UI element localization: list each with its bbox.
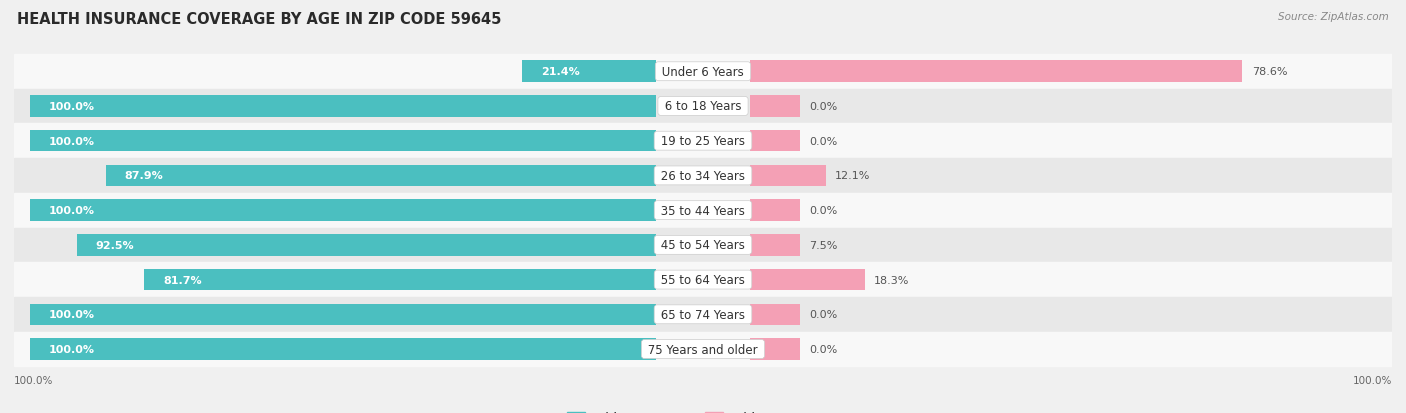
Text: Source: ZipAtlas.com: Source: ZipAtlas.com bbox=[1278, 12, 1389, 22]
Text: 100.0%: 100.0% bbox=[14, 375, 53, 385]
Text: 12.1%: 12.1% bbox=[835, 171, 870, 181]
Bar bbox=[105, 165, 657, 187]
Text: 35 to 44 Years: 35 to 44 Years bbox=[657, 204, 749, 217]
Text: 26 to 34 Years: 26 to 34 Years bbox=[657, 169, 749, 183]
Text: 87.9%: 87.9% bbox=[124, 171, 163, 181]
Bar bbox=[749, 96, 800, 117]
Text: 45 to 54 Years: 45 to 54 Years bbox=[657, 239, 749, 252]
Bar bbox=[749, 165, 825, 187]
Bar bbox=[522, 62, 657, 83]
Text: 21.4%: 21.4% bbox=[541, 67, 579, 77]
Text: 19 to 25 Years: 19 to 25 Years bbox=[657, 135, 749, 148]
Text: 100.0%: 100.0% bbox=[48, 310, 94, 320]
Bar bbox=[749, 62, 1243, 83]
Text: 75 Years and older: 75 Years and older bbox=[644, 343, 762, 356]
Bar bbox=[14, 159, 1392, 193]
Legend: With Coverage, Without Coverage: With Coverage, Without Coverage bbox=[567, 411, 839, 413]
Text: 0.0%: 0.0% bbox=[810, 344, 838, 354]
Bar bbox=[14, 89, 1392, 124]
Text: 18.3%: 18.3% bbox=[875, 275, 910, 285]
Bar bbox=[14, 124, 1392, 159]
Text: 100.0%: 100.0% bbox=[1353, 375, 1392, 385]
Bar bbox=[30, 131, 657, 152]
Text: 0.0%: 0.0% bbox=[810, 206, 838, 216]
Bar bbox=[14, 332, 1392, 366]
Bar bbox=[749, 235, 800, 256]
Bar bbox=[749, 200, 800, 221]
Text: 100.0%: 100.0% bbox=[48, 344, 94, 354]
Text: 100.0%: 100.0% bbox=[48, 206, 94, 216]
Text: 92.5%: 92.5% bbox=[96, 240, 134, 250]
Bar bbox=[14, 55, 1392, 89]
Text: 0.0%: 0.0% bbox=[810, 310, 838, 320]
Text: 0.0%: 0.0% bbox=[810, 102, 838, 112]
Bar bbox=[77, 235, 657, 256]
Bar bbox=[30, 338, 657, 360]
Bar bbox=[14, 297, 1392, 332]
Text: 100.0%: 100.0% bbox=[48, 102, 94, 112]
Bar bbox=[30, 304, 657, 325]
Text: 0.0%: 0.0% bbox=[810, 136, 838, 146]
Bar bbox=[749, 269, 865, 291]
Text: 6 to 18 Years: 6 to 18 Years bbox=[661, 100, 745, 113]
Text: 100.0%: 100.0% bbox=[48, 136, 94, 146]
Bar bbox=[145, 269, 657, 291]
Bar bbox=[749, 338, 800, 360]
Bar bbox=[14, 263, 1392, 297]
Bar bbox=[30, 96, 657, 117]
Bar bbox=[14, 193, 1392, 228]
Text: 81.7%: 81.7% bbox=[163, 275, 201, 285]
Text: 55 to 64 Years: 55 to 64 Years bbox=[657, 273, 749, 286]
Text: HEALTH INSURANCE COVERAGE BY AGE IN ZIP CODE 59645: HEALTH INSURANCE COVERAGE BY AGE IN ZIP … bbox=[17, 12, 502, 27]
Text: 65 to 74 Years: 65 to 74 Years bbox=[657, 308, 749, 321]
Text: Under 6 Years: Under 6 Years bbox=[658, 66, 748, 78]
Bar bbox=[14, 228, 1392, 263]
Text: 78.6%: 78.6% bbox=[1251, 67, 1286, 77]
Bar bbox=[30, 200, 657, 221]
Bar bbox=[749, 131, 800, 152]
Bar bbox=[749, 304, 800, 325]
Text: 7.5%: 7.5% bbox=[810, 240, 838, 250]
